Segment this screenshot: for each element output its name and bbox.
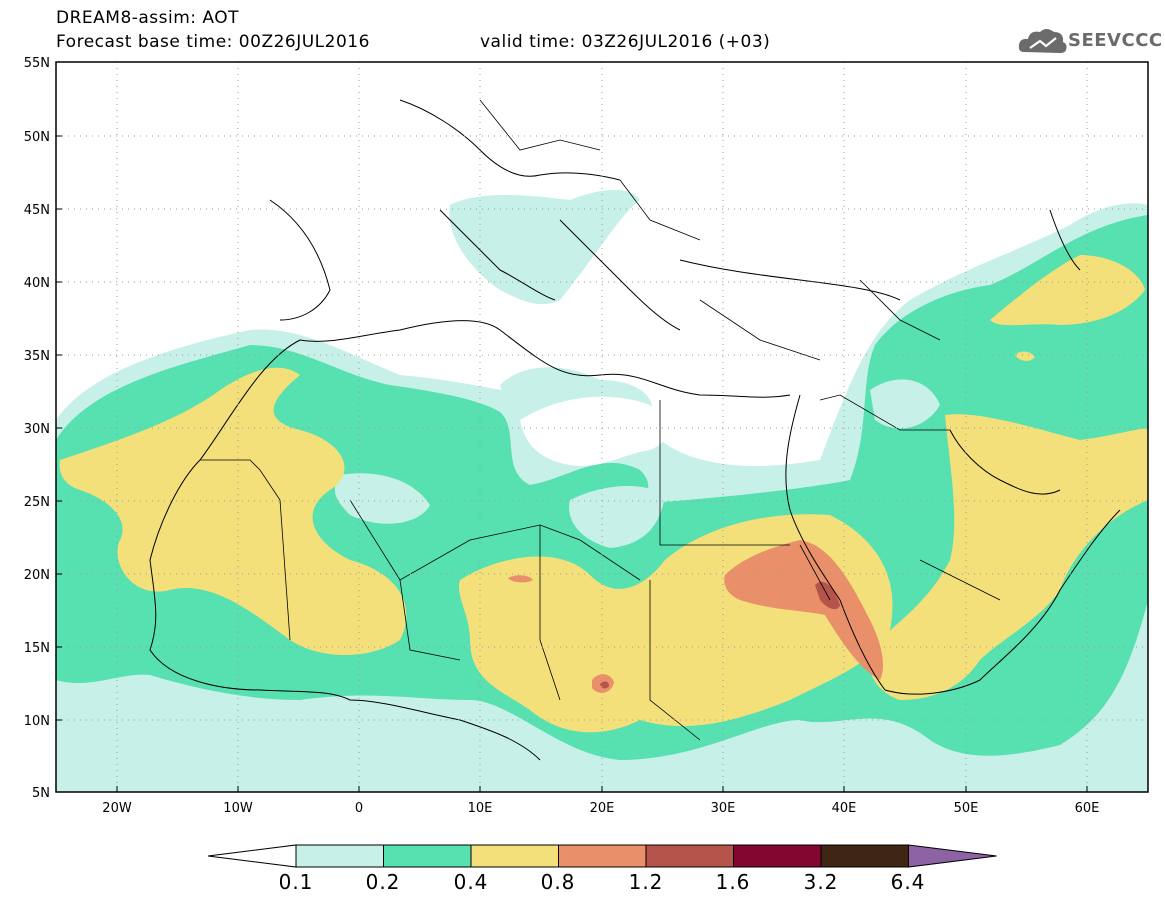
colorbar-swatch <box>558 844 647 868</box>
lon-label: 10W <box>223 801 253 816</box>
colorbar-swatch <box>908 844 997 868</box>
colorbar-label: 1.6 <box>715 870 751 894</box>
colorbar-label: 0.2 <box>365 870 401 894</box>
colorbar-swatch <box>820 844 909 868</box>
lat-label: 55N <box>24 56 50 71</box>
axis-ticks <box>56 61 1088 793</box>
graticule <box>56 62 1148 792</box>
cloud-logo-icon <box>1018 29 1067 53</box>
lat-label: 50N <box>24 130 50 145</box>
lat-label: 35N <box>24 349 50 364</box>
country-borders <box>200 99 1001 741</box>
lon-label: 20E <box>590 801 615 816</box>
lon-label: 30E <box>711 801 736 816</box>
lat-label: 40N <box>24 276 50 291</box>
colorbar-label: 3.2 <box>803 870 839 894</box>
colorbar-swatch <box>207 844 297 868</box>
lon-label: 10E <box>468 801 493 816</box>
lat-label: 20N <box>24 568 50 583</box>
lat-label: 10N <box>24 714 50 729</box>
aot-band-below-0.1 <box>520 383 840 467</box>
lat-label: 25N <box>24 495 50 510</box>
colorbar-swatch <box>645 844 734 868</box>
valid-time: valid time: 03Z26JUL2016 (+03) <box>480 32 771 52</box>
forecast-base-time: Forecast base time: 00Z26JUL2016 <box>56 32 370 52</box>
lon-label: 50E <box>954 801 979 816</box>
colorbar-swatch <box>470 844 559 868</box>
colorbar-label: 0.4 <box>453 870 489 894</box>
lat-label: 5N <box>32 786 50 801</box>
lon-label: 0 <box>355 801 363 816</box>
colorbar-swatch <box>295 844 384 868</box>
colorbar-swatch <box>733 844 822 868</box>
colorbar-swatch <box>383 844 472 868</box>
coastlines <box>149 99 1121 761</box>
lat-label: 30N <box>24 422 50 437</box>
lon-label: 40E <box>832 801 857 816</box>
map-title: DREAM8-assim: AOT <box>56 8 240 28</box>
colorbar-label: 0.8 <box>540 870 576 894</box>
lat-label: 45N <box>24 203 50 218</box>
colorbar <box>207 844 997 868</box>
lat-label: 15N <box>24 641 50 656</box>
logo-text: SEEVCCC <box>1068 30 1163 51</box>
lon-label: 60E <box>1075 801 1100 816</box>
lon-label: 20W <box>102 801 132 816</box>
colorbar-label: 6.4 <box>890 870 926 894</box>
colorbar-label: 0.1 <box>278 870 314 894</box>
colorbar-label: 1.2 <box>628 870 664 894</box>
aot-band-0.4-0.8 <box>59 255 1148 733</box>
